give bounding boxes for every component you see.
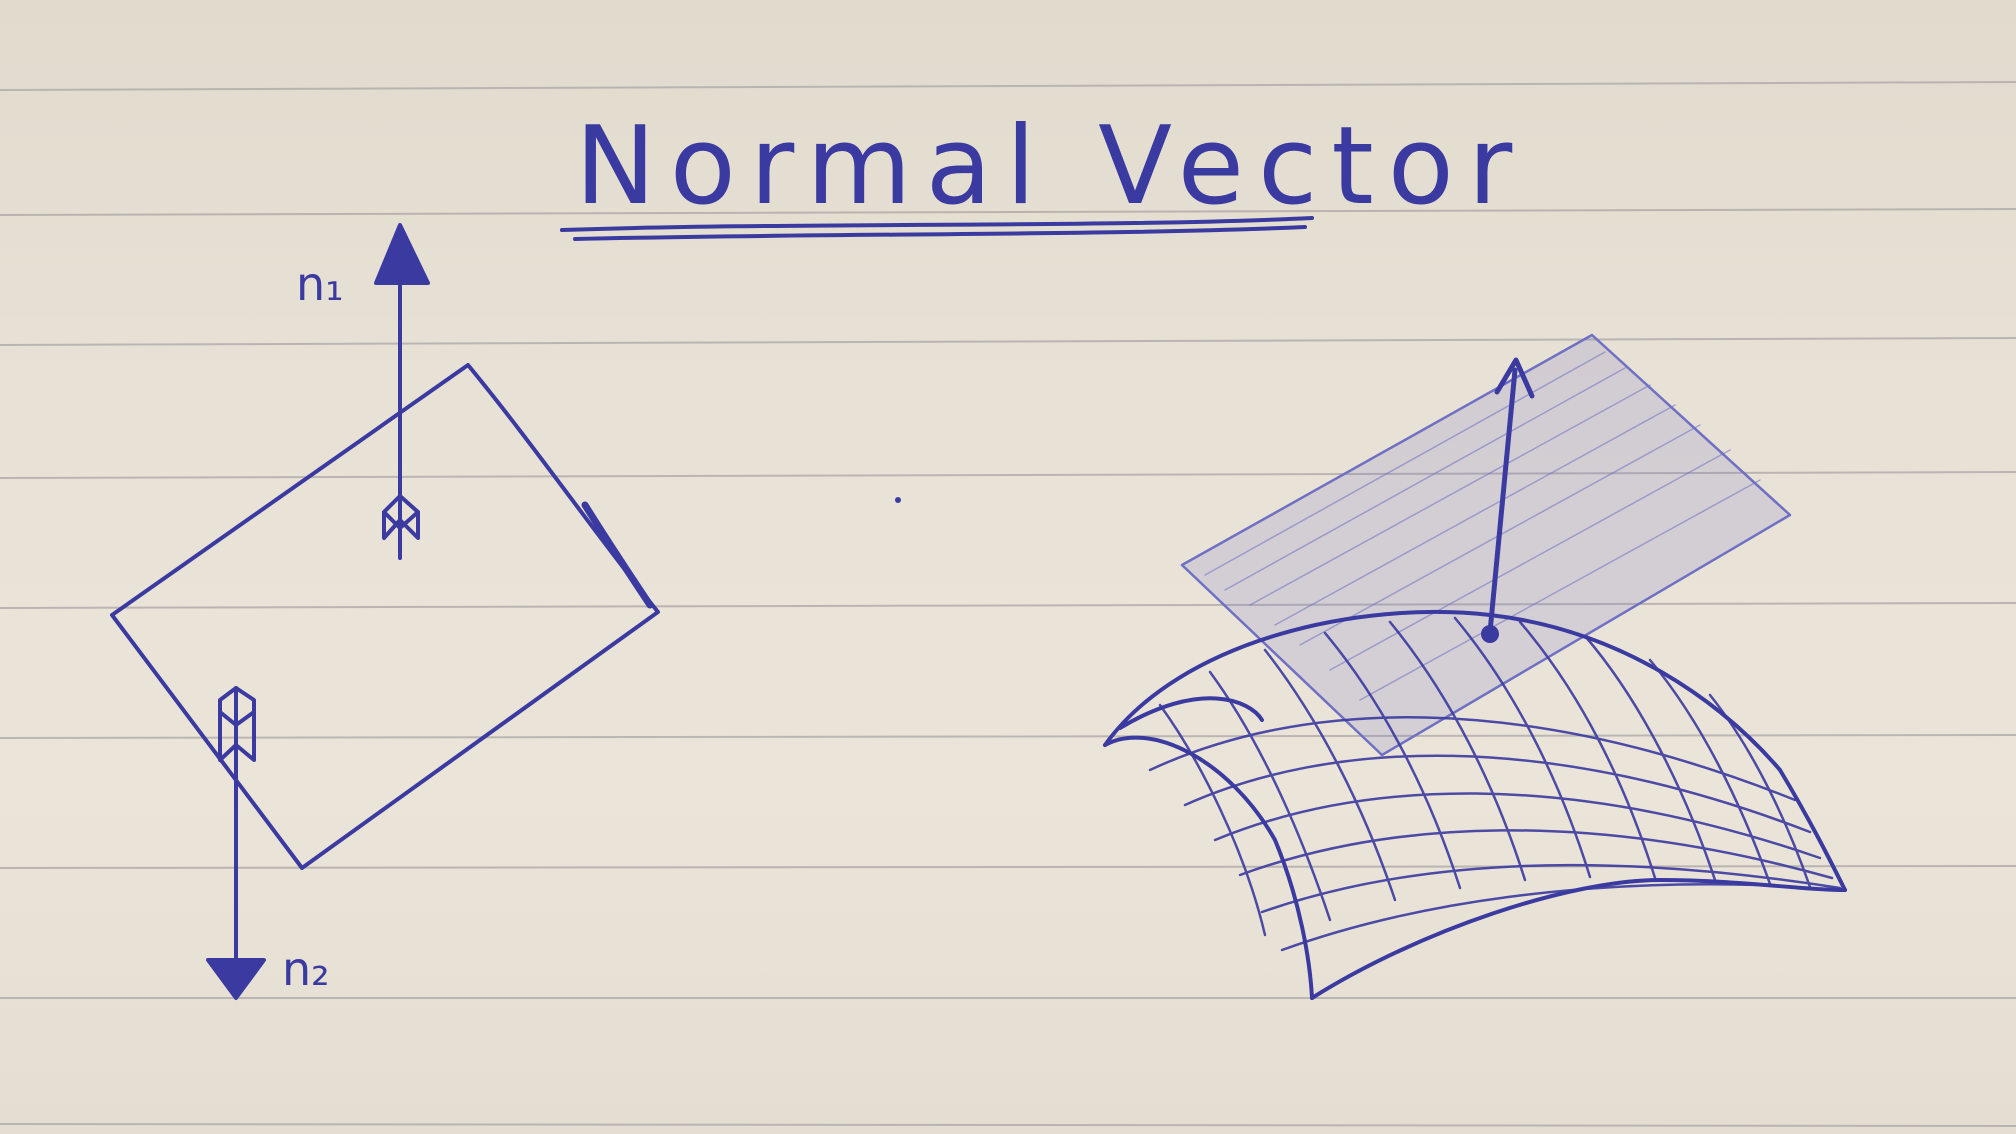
grid-line bbox=[1323, 631, 1462, 890]
contact-point bbox=[1481, 625, 1499, 643]
normal-arrow-fletching bbox=[382, 494, 420, 540]
surface-diagram bbox=[1103, 333, 1847, 1000]
surface-bottom-edge bbox=[1310, 878, 1847, 1000]
shading-stroke bbox=[1329, 449, 1731, 671]
rule-line bbox=[0, 81, 2016, 91]
rule-line bbox=[0, 208, 2016, 216]
shading-stroke bbox=[1274, 404, 1676, 626]
plane-edge-thick bbox=[581, 501, 654, 609]
grid-line bbox=[1158, 703, 1267, 937]
grid-line bbox=[1583, 634, 1717, 882]
label-n1: n₁ bbox=[296, 257, 344, 311]
surface-normal-arrowhead bbox=[1494, 357, 1535, 399]
tangent-plane bbox=[1180, 333, 1792, 757]
rule-line bbox=[0, 337, 2016, 346]
surface-top-edge bbox=[1103, 609, 1782, 772]
shading-stroke bbox=[1359, 479, 1761, 701]
grid-line bbox=[1280, 883, 1762, 952]
grid-line bbox=[1260, 863, 1842, 914]
rule-line bbox=[0, 1123, 2016, 1127]
ruled-lines bbox=[0, 81, 2016, 1127]
rule-line bbox=[0, 734, 2016, 739]
rule-line bbox=[0, 865, 2016, 869]
title-underline bbox=[560, 216, 1314, 232]
grid-line bbox=[1648, 658, 1772, 886]
surface-outline bbox=[1103, 609, 1847, 1000]
title-underline bbox=[573, 225, 1307, 241]
surface-right-edge bbox=[1778, 768, 1847, 892]
label-n2: n₂ bbox=[282, 942, 330, 996]
normal-arrowhead-down bbox=[206, 958, 266, 1000]
page-title: Normal Vector bbox=[575, 104, 1526, 229]
grid-line bbox=[1708, 693, 1812, 889]
grid-line bbox=[1208, 670, 1332, 922]
shading-stroke bbox=[1204, 351, 1606, 576]
grid-line bbox=[1213, 792, 1822, 860]
grid-line bbox=[1238, 829, 1834, 880]
ink-dot bbox=[895, 497, 901, 503]
normal-arrow-fletching bbox=[218, 686, 256, 762]
grid-line bbox=[1388, 620, 1527, 882]
grid-line bbox=[1183, 754, 1812, 834]
normal-arrowhead-up bbox=[374, 223, 430, 285]
grid-line bbox=[1148, 716, 1797, 802]
surface-normal-shaft bbox=[1487, 367, 1518, 635]
shading-stroke bbox=[1249, 384, 1651, 606]
plane-diagram bbox=[110, 223, 660, 1000]
rule-line bbox=[0, 471, 2016, 479]
rule-line bbox=[0, 602, 2016, 609]
surface-inner-edge bbox=[1118, 696, 1264, 730]
grid-line bbox=[1453, 616, 1592, 879]
grid-line bbox=[1518, 620, 1657, 880]
shading-stroke bbox=[1224, 367, 1626, 591]
surface-grid bbox=[1148, 616, 1842, 952]
plane-outline bbox=[110, 363, 660, 870]
grid-line bbox=[1263, 648, 1397, 902]
title-group: Normal Vector bbox=[560, 104, 1526, 241]
surface-front-edge bbox=[1103, 735, 1314, 1000]
